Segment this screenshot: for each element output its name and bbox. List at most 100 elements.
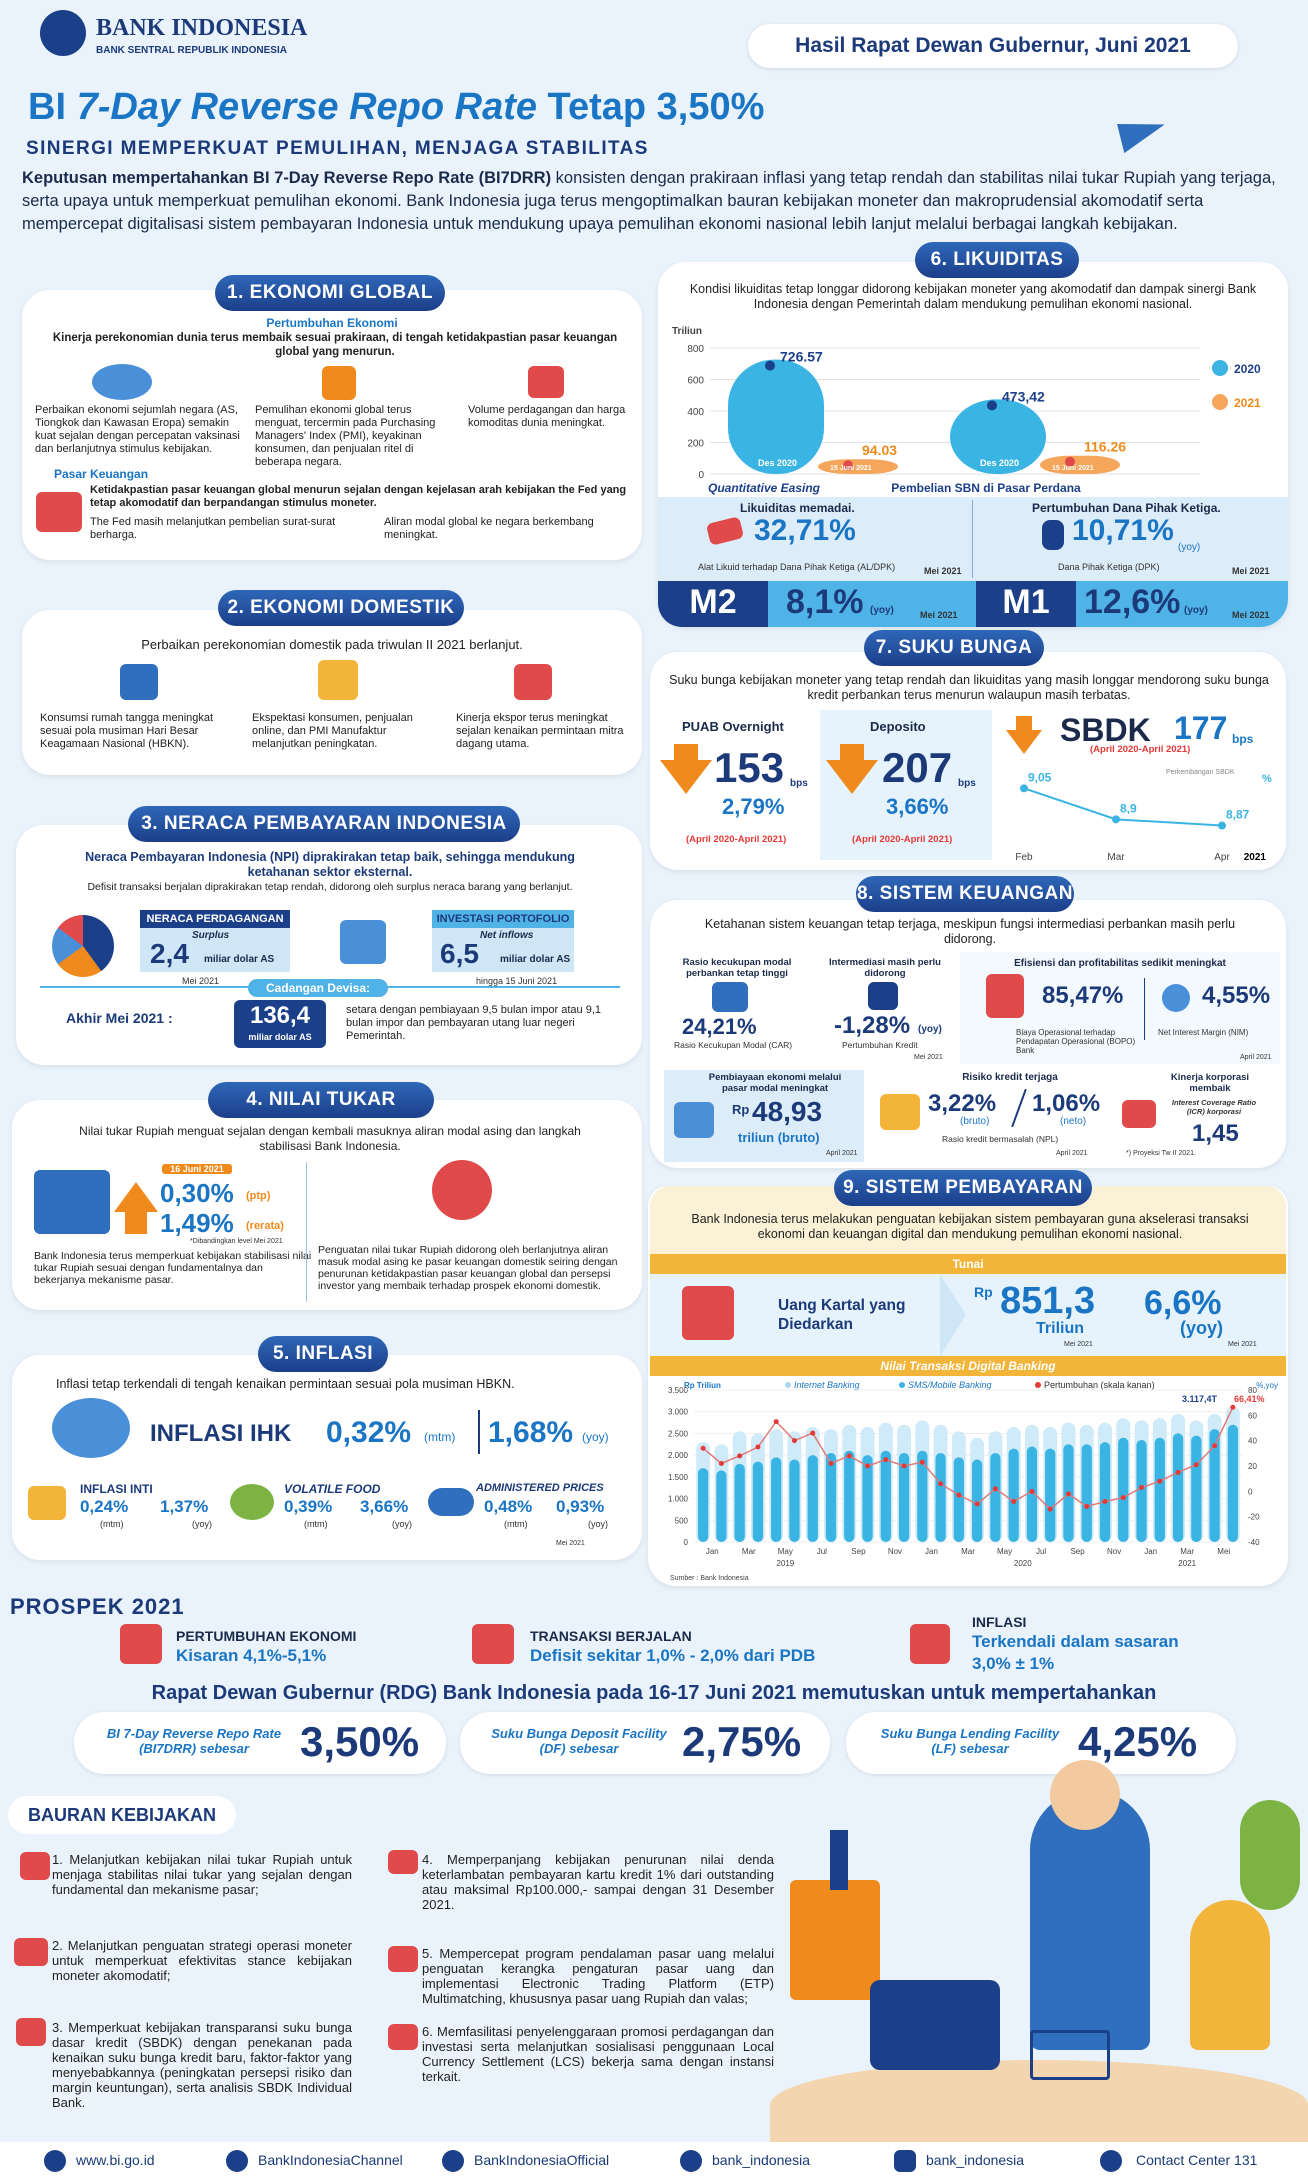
y2-tick-label: 60 — [1248, 1411, 1257, 1420]
bar-label-2021: 15 Juni 2021 — [830, 465, 872, 472]
intro-text: Keputusan mempertahankan BI 7-Day Revers… — [22, 169, 1276, 233]
bar-mobile-banking — [825, 1452, 837, 1542]
instagram-icon — [894, 2150, 916, 2172]
inti-mtm-s: (mtm) — [100, 1519, 124, 1529]
legend-pert: Pertumbuhan (skala kanan) — [1044, 1380, 1155, 1390]
dep-pct: 3,66% — [886, 794, 949, 819]
year-label: 2019 — [776, 1559, 794, 1568]
fed-icon — [36, 492, 82, 532]
bar-mobile-banking — [917, 1450, 928, 1542]
legend-ib: Internet Banking — [794, 1380, 860, 1390]
x-tick-label: Jan — [706, 1547, 719, 1556]
npl1-s: (bruto) — [960, 1116, 990, 1127]
lik-desc: Alat Likuid terhadap Dana Pihak Ketiga (… — [698, 562, 896, 572]
footer-instagram[interactable]: bank_indonesia — [926, 2152, 1025, 2168]
inflation-bag-icon — [910, 1624, 950, 1664]
s9-title: 9. SISTEM PEMBAYARAN — [834, 1170, 1092, 1206]
dep-bps: bps — [958, 778, 976, 789]
sbdk-arrow-icon — [1006, 730, 1042, 754]
ip-box — [432, 928, 574, 972]
s3-title: 3. NERACA PEMBAYARAN INDONESIA (NPI) — [128, 806, 520, 870]
s1-p1: The Fed masih melanjutkan pembelian sura… — [90, 516, 336, 541]
main-title: BI 7-Day Reverse Repo Rate Tetap 3,50% — [28, 86, 765, 128]
legend-2020-swatch — [1212, 360, 1228, 376]
footer-web[interactable]: www.bi.go.id — [76, 2152, 155, 2168]
npl-date: April 2021 — [1056, 1150, 1088, 1157]
y-tick-label: 2.000 — [668, 1451, 689, 1460]
p2-value: Defisit sekitar 1,0% - 2,0% dari PDB — [530, 1646, 816, 1665]
growth-point — [1102, 1498, 1108, 1504]
y-tick-label: 1.500 — [668, 1473, 689, 1482]
car-value: 24,21% — [682, 1014, 757, 1039]
npl2-value: 1,06% — [1032, 1090, 1101, 1117]
farmer-illustration — [1190, 1900, 1270, 2050]
legend-sms: SMS/Mobile Banking — [908, 1380, 992, 1390]
sbdk-bps: bps — [1232, 732, 1254, 746]
bar-marker — [843, 460, 853, 471]
twitter-icon — [680, 2150, 702, 2172]
cad-box — [234, 1000, 326, 1048]
x-tick-label: Jan — [1144, 1547, 1157, 1556]
pb-unit: triliun (bruto) — [738, 1130, 820, 1145]
hand-money-icon — [340, 920, 386, 964]
value-2021: 94.03 — [862, 442, 897, 458]
bar-mobile-banking — [1172, 1433, 1184, 1542]
s2-c3: Kinerja ekspor terus meningkat sejalan k… — [456, 712, 624, 750]
tunai-value: 851,3 — [1000, 1280, 1096, 1322]
source-label: Sumber : Bank Indonesia — [670, 1575, 749, 1582]
pb-value: 48,93 — [752, 1096, 823, 1127]
p2-title: TRANSAKSI BERJALAN — [530, 1628, 692, 1644]
s4-v2s: (rerata) — [246, 1220, 284, 1232]
ip-date: hingga 15 Juni 2021 — [476, 976, 558, 986]
bar-mobile-banking — [771, 1457, 782, 1542]
footer-contact[interactable]: Contact Center 131 — [1136, 2152, 1258, 2168]
bar-label-2021: 15 Juni 2021 — [1052, 465, 1094, 472]
growth-point — [974, 1501, 980, 1507]
robot-arm-icon — [318, 660, 358, 700]
growth-icon — [868, 982, 898, 1010]
inti-label: INFLASI INTI — [80, 1482, 153, 1496]
s7-title: 7. SUKU BUNGA — [864, 630, 1044, 666]
gold-bars-icon — [28, 1486, 66, 1520]
s5-date: Mei 2021 — [556, 1540, 585, 1547]
rdg-r2-value: 2,75% — [682, 1718, 802, 1765]
vf-yoy: 3,66% — [360, 1497, 409, 1516]
int-yoy: (yoy) — [918, 1024, 942, 1035]
digital-bar: Nilai Transaksi Digital Banking — [650, 1356, 1286, 1376]
ap-yoy: 0,93% — [556, 1497, 605, 1516]
bar-2021 — [1040, 455, 1120, 474]
growth-point — [791, 1438, 797, 1444]
sbdk-point — [1218, 821, 1226, 830]
ip-label: INVESTASI PORTOFOLIO — [432, 910, 574, 928]
inti-yoy: 1,37% — [160, 1497, 209, 1516]
cad-desc: setara dengan pembiayaan 9,5 bulan impor… — [346, 1004, 602, 1042]
puab-label: PUAB Overnight — [682, 719, 784, 734]
s1-title: 1. EKONOMI GLOBAL — [215, 275, 445, 311]
vf-label: VOLATILE FOOD — [284, 1482, 381, 1496]
money-bag-icon — [1042, 520, 1064, 550]
npl1-value: 3,22% — [928, 1090, 997, 1117]
sbdk-unit: % — [1262, 773, 1272, 785]
x-tick-label: Mar — [1180, 1547, 1194, 1556]
vf-yoy-s: (yoy) — [392, 1519, 412, 1529]
sbdk-point — [1112, 815, 1120, 824]
s8-title: 8. SISTEM KEUANGAN — [856, 876, 1074, 912]
vegetables-icon — [230, 1484, 274, 1520]
puab-bps: bps — [790, 778, 808, 789]
s4-left: Bank Indonesia terus memperkuat kebijaka… — [34, 1250, 312, 1286]
y2-tick-label: -20 — [1248, 1513, 1260, 1522]
sbdk-value: 177 — [1174, 710, 1228, 746]
subtitle: SINERGI MEMPERKUAT PEMULIHAN, MENJAGA ST… — [26, 138, 649, 159]
sbdk-value: 9,05 — [1028, 770, 1052, 784]
growth-point — [956, 1492, 962, 1498]
y-tick-label: 500 — [675, 1516, 689, 1525]
dpk-desc: Dana Pihak Ketiga (DPK) — [1058, 562, 1160, 572]
growth-point — [992, 1486, 998, 1492]
growth-chart-icon — [120, 1624, 162, 1664]
m1-label: M1 — [1002, 583, 1050, 621]
footer-facebook[interactable]: BankIndonesiaOfficial — [474, 2152, 610, 2168]
globe-icon — [92, 364, 152, 400]
footer-youtube[interactable]: BankIndonesiaChannel — [258, 2152, 403, 2168]
footer-twitter[interactable]: bank_indonesia — [712, 2152, 811, 2168]
category-label: Pembelian SBN di Pasar Perdana — [891, 481, 1081, 495]
